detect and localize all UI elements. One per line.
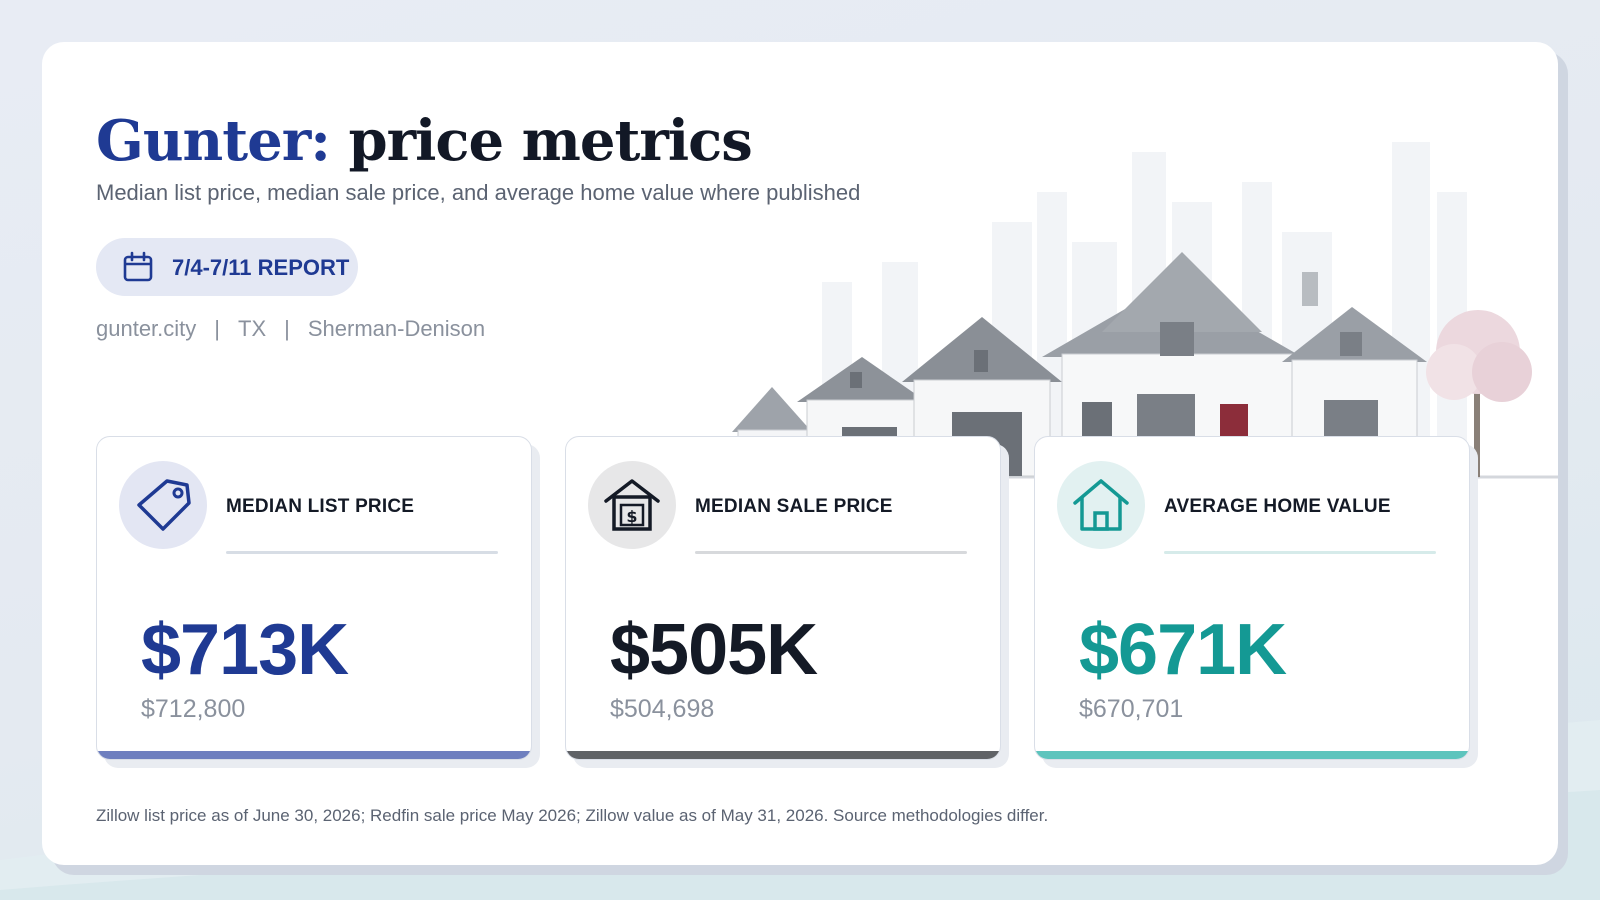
page-title-city: Gunter: [96,108,331,174]
metric-value: $713K [141,610,349,690]
metric-exact-value: $712,800 [141,695,246,723]
site-name: gunter.city [96,316,197,341]
metric-label: MEDIAN SALE PRICE [695,496,893,517]
metric-divider [1164,551,1436,554]
calendar-icon [123,251,153,282]
page-title-rest: price metrics [348,108,752,174]
metric-value: $505K [610,610,818,690]
price-tag-icon [137,479,191,531]
metric-card-median-list-price: MEDIAN LIST PRICE $713K $712,800 [96,436,532,760]
state-name: TX [238,316,267,341]
svg-text:$: $ [626,507,637,526]
report-period-label: 7/4-7/11 REPORT [172,255,350,280]
home-icon [1073,479,1129,531]
source-footnote: Zillow list price as of June 30, 2026; R… [96,806,1049,825]
metric-value: $671K [1079,610,1287,690]
metric-icon-circle [1057,461,1145,549]
meta-separator: | [284,316,290,341]
metric-accent-bar [1035,751,1469,759]
metric-divider [695,551,967,554]
metric-icon-circle: $ [588,461,676,549]
metric-label: AVERAGE HOME VALUE [1164,496,1391,517]
metro-name: Sherman-Denison [307,316,486,341]
meta-separator: | [214,316,220,341]
metric-exact-value: $504,698 [610,695,715,723]
house-dollar-icon: $ [604,479,660,531]
metric-divider [226,551,498,554]
page-subtitle: Median list price, median sale price, an… [96,180,861,205]
location-meta: gunter.city | TX | Sherman-Denison [96,316,485,342]
report-card: Gunter: price metrics Median list price,… [42,42,1558,865]
report-period-badge: 7/4-7/11 REPORT [96,238,358,296]
metric-label: MEDIAN LIST PRICE [226,496,415,517]
metric-accent-bar [566,751,1000,759]
metric-exact-value: $670,701 [1079,695,1184,723]
metric-accent-bar [97,751,531,759]
metric-card-median-sale-price: $ MEDIAN SALE PRICE $505K $504,698 [565,436,1001,760]
metric-card-average-home-value: AVERAGE HOME VALUE $671K $670,701 [1034,436,1470,760]
metric-icon-circle [119,461,207,549]
page-title: Gunter: price metrics [96,108,753,174]
